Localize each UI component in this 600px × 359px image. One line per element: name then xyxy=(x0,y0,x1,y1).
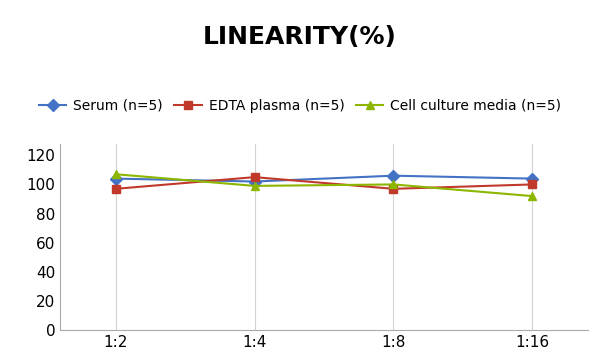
EDTA plasma (n=5) xyxy=(112,187,119,191)
Serum (n=5) xyxy=(251,180,258,184)
Serum (n=5) xyxy=(390,173,397,178)
Legend: Serum (n=5), EDTA plasma (n=5), Cell culture media (n=5): Serum (n=5), EDTA plasma (n=5), Cell cul… xyxy=(33,93,567,118)
Line: Serum (n=5): Serum (n=5) xyxy=(112,172,536,186)
EDTA plasma (n=5) xyxy=(390,187,397,191)
Cell culture media (n=5) xyxy=(529,194,536,198)
Serum (n=5) xyxy=(529,176,536,181)
Line: Cell culture media (n=5): Cell culture media (n=5) xyxy=(112,170,536,200)
Serum (n=5) xyxy=(112,176,119,181)
Text: LINEARITY(%): LINEARITY(%) xyxy=(203,25,397,49)
Cell culture media (n=5) xyxy=(390,182,397,187)
Cell culture media (n=5) xyxy=(112,172,119,176)
Line: EDTA plasma (n=5): EDTA plasma (n=5) xyxy=(112,173,536,193)
EDTA plasma (n=5) xyxy=(529,182,536,187)
Cell culture media (n=5) xyxy=(251,184,258,188)
EDTA plasma (n=5) xyxy=(251,175,258,179)
